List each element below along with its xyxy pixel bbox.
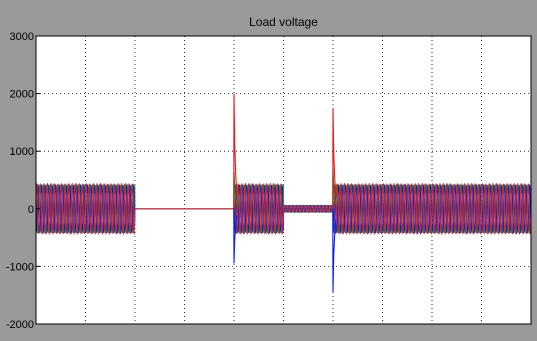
y-tick-label: 1000	[10, 146, 34, 158]
series-line-phase-a	[35, 182, 532, 235]
transient-spike-0-phase-a	[233, 93, 238, 209]
transient-spike-0-phase-b	[233, 208, 238, 264]
chart-title: Load voltage	[249, 15, 318, 29]
transient-spike-1-phase-b	[332, 208, 337, 293]
y-tick-label: 0	[28, 204, 34, 216]
y-tick-label: 2000	[10, 89, 34, 101]
plot-frame	[35, 35, 532, 325]
series-group	[35, 93, 532, 293]
y-tick-labels: -2000 -1000 0 1000 2000 3000	[6, 31, 40, 331]
series-line-phase-c	[35, 183, 532, 234]
transient-spike-1-phase-a	[332, 107, 337, 209]
y-tick-label: -1000	[6, 261, 34, 273]
series-line-phase-b	[35, 184, 532, 235]
y-tick-label: 3000	[10, 31, 34, 43]
y-tick-label: -2000	[6, 319, 34, 331]
